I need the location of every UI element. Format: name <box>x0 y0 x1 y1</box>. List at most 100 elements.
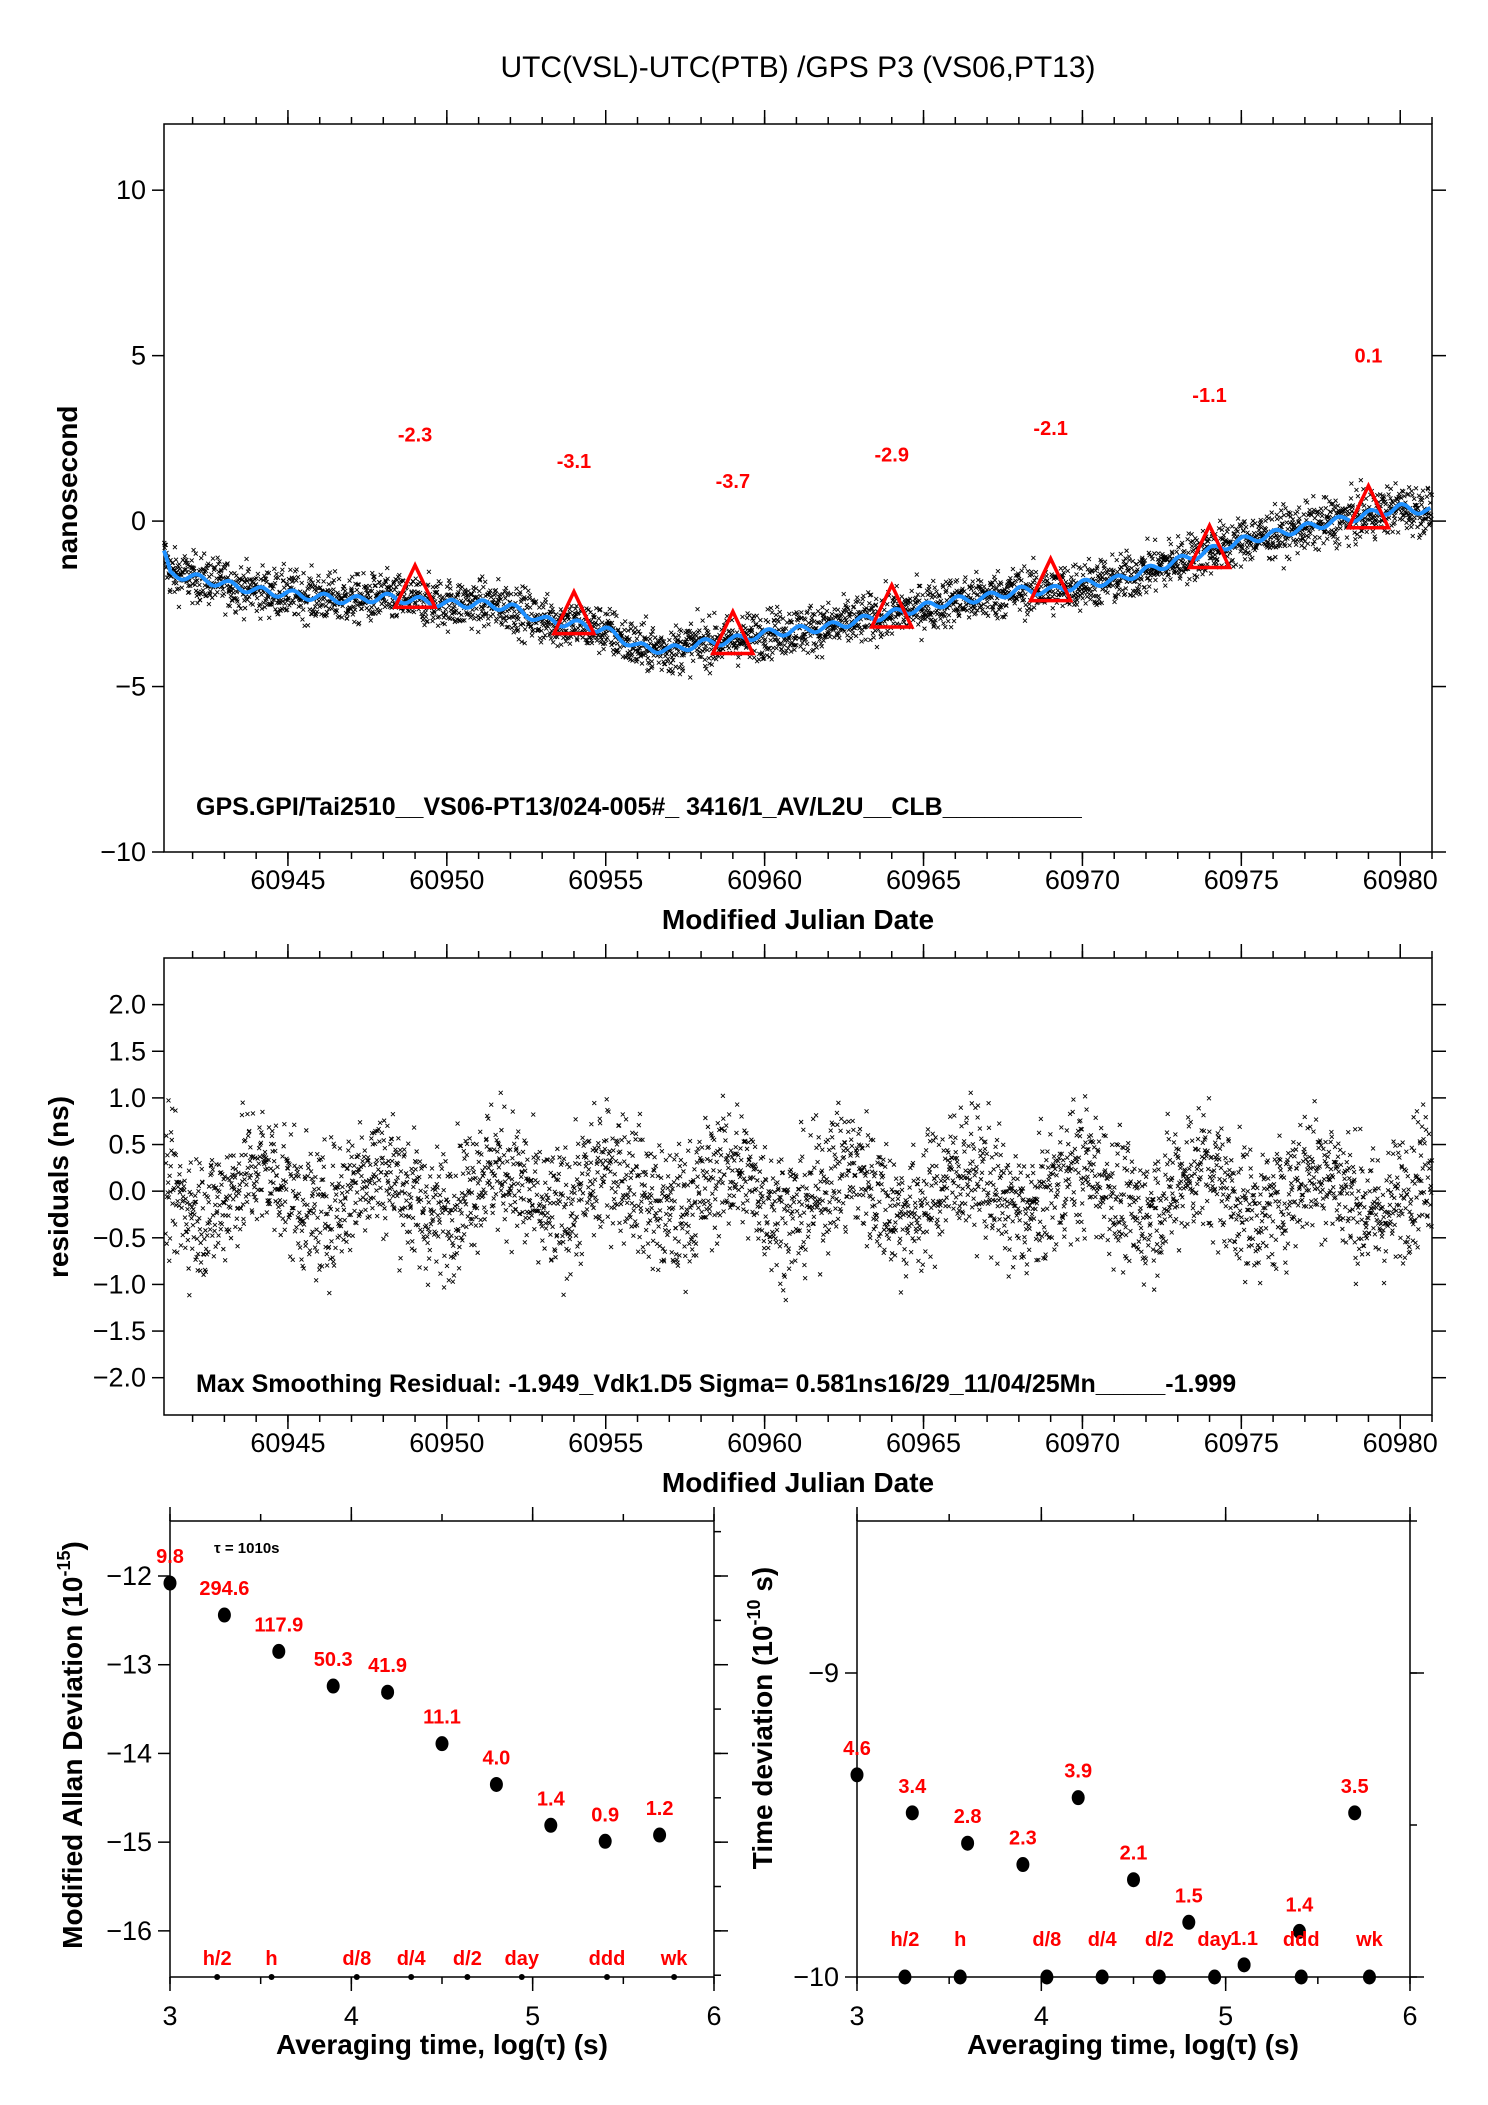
data-point <box>210 556 216 561</box>
data-point <box>364 587 369 593</box>
data-point <box>353 598 359 604</box>
residual-point <box>617 1220 622 1226</box>
data-point <box>985 604 991 610</box>
residual-point <box>359 1173 364 1179</box>
daily-mean-label: 0.1 <box>1355 345 1383 367</box>
residual-point <box>473 1223 479 1228</box>
data-point <box>1395 530 1401 535</box>
data-point <box>554 634 560 640</box>
residual-point <box>437 1220 443 1226</box>
data-point <box>942 614 948 619</box>
data-point <box>396 572 402 578</box>
residual-point <box>608 1169 613 1175</box>
data-point <box>942 609 947 615</box>
data-point <box>634 636 640 642</box>
data-point <box>481 623 487 629</box>
x-tick-label: 60950 <box>409 1428 484 1458</box>
data-point <box>859 601 865 607</box>
data-point <box>1044 573 1049 579</box>
residual-point <box>165 1180 171 1185</box>
data-point <box>479 574 485 579</box>
residual-point <box>244 1199 250 1205</box>
data-point <box>528 623 534 629</box>
data-point <box>526 588 531 594</box>
data-point <box>960 586 965 592</box>
residual-point <box>324 1251 330 1257</box>
residual-point <box>580 1135 585 1141</box>
data-point <box>709 662 715 668</box>
data-point <box>369 570 375 576</box>
data-point <box>1335 503 1341 509</box>
data-point <box>925 592 931 598</box>
data-point <box>503 585 509 591</box>
data-point <box>1311 493 1316 499</box>
data-point <box>808 603 814 609</box>
residual-point <box>504 1239 509 1244</box>
data-point <box>567 607 572 612</box>
residual-point <box>441 1151 446 1157</box>
data-point <box>1114 557 1120 563</box>
data-point <box>246 566 252 572</box>
data-point <box>234 589 239 595</box>
residual-point <box>529 1213 535 1218</box>
data-point <box>198 555 204 561</box>
data-point <box>470 612 476 618</box>
residual-point <box>353 1200 358 1206</box>
data-point <box>546 620 552 625</box>
data-point <box>267 582 273 588</box>
data-point <box>804 641 810 647</box>
data-point <box>639 661 645 666</box>
data-point <box>369 588 375 594</box>
data-point <box>501 615 507 621</box>
data-point <box>702 657 708 662</box>
residual-point <box>573 1117 578 1122</box>
data-point <box>272 566 277 572</box>
data-point <box>529 633 535 638</box>
residual-point <box>599 1219 605 1224</box>
data-point <box>774 645 779 651</box>
data-point <box>349 574 355 580</box>
data-point <box>1293 542 1299 548</box>
residual-point <box>453 1207 458 1213</box>
data-point <box>377 607 383 613</box>
data-point <box>857 625 862 631</box>
data-point <box>1272 501 1278 507</box>
residual-point <box>385 1123 390 1129</box>
data-point <box>456 610 462 616</box>
data-point <box>558 642 564 648</box>
data-point <box>241 616 247 622</box>
residual-point <box>168 1130 174 1135</box>
residual-point <box>183 1196 189 1202</box>
residual-point <box>312 1245 318 1250</box>
data-point <box>1307 507 1312 513</box>
data-point <box>720 646 726 652</box>
residual-point <box>303 1243 308 1249</box>
data-point <box>916 583 922 589</box>
residual-point <box>377 1120 383 1126</box>
data-point <box>277 589 283 595</box>
residual-point <box>239 1152 244 1158</box>
data-point <box>498 596 504 602</box>
data-point <box>562 618 567 623</box>
data-point <box>173 557 179 562</box>
data-point <box>827 634 833 640</box>
data-point <box>1419 502 1424 508</box>
data-point <box>1274 516 1280 522</box>
data-point <box>811 619 817 624</box>
data-point <box>224 562 230 567</box>
data-point <box>515 627 521 633</box>
residual-point <box>295 1169 300 1175</box>
residual-point <box>186 1266 191 1271</box>
residual-point <box>478 1222 484 1228</box>
data-point <box>462 617 467 623</box>
data-point <box>1127 557 1132 563</box>
data-point <box>309 563 314 568</box>
residual-point <box>234 1216 240 1222</box>
residual-point <box>570 1197 576 1202</box>
residual-point <box>281 1183 287 1189</box>
data-point <box>836 631 841 636</box>
data-point <box>634 656 640 662</box>
data-point <box>312 604 318 609</box>
residual-point <box>305 1173 311 1179</box>
residual-point <box>520 1149 526 1155</box>
